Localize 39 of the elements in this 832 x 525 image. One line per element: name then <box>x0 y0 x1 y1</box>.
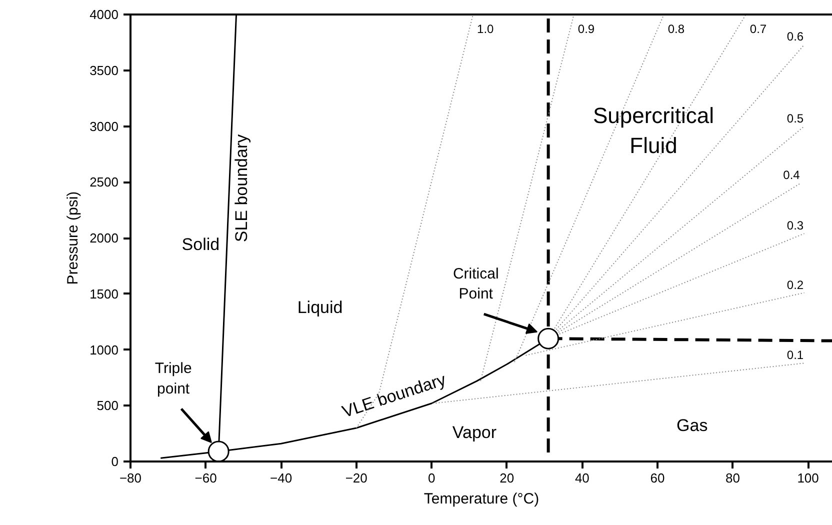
series-label: 0.5 <box>786 111 804 126</box>
series-label: 0.8 <box>668 22 685 36</box>
y-tick-label: 1500 <box>90 286 118 302</box>
series-label: 1.0 <box>477 22 494 36</box>
annotation: Liquid <box>297 298 343 317</box>
y-tick-label: 2000 <box>90 230 118 246</box>
text: SLE boundary <box>232 134 251 242</box>
x-tick-label: −40 <box>270 470 292 486</box>
annotation: Gas <box>676 416 708 436</box>
y-tick-label: 2500 <box>90 174 118 190</box>
x-tick-label: 40 <box>574 470 590 486</box>
series-label: 0.2 <box>786 278 804 292</box>
annotation: Solid <box>182 235 220 254</box>
x-tick-label: 80 <box>726 470 740 486</box>
x-tick-label: 60 <box>650 470 665 486</box>
series-label: 0.6 <box>786 30 804 44</box>
annotation: Vapor <box>452 422 497 442</box>
x-tick-label: −20 <box>345 470 368 486</box>
y-tick-label: 500 <box>96 398 119 414</box>
x-tick-label: 100 <box>797 470 819 486</box>
annotation: Triple point <box>154 360 192 398</box>
y-tick-label: 3500 <box>90 62 118 78</box>
x-tick-label: −80 <box>119 470 142 486</box>
annotation: Supercritical Fluid <box>592 103 714 158</box>
y-axis-title: Pressure (psi) <box>64 191 82 285</box>
y-tick-label: 0 <box>111 454 119 469</box>
series-label: 0.7 <box>750 22 767 36</box>
annotation: Critical Point <box>452 265 499 303</box>
y-tick-label: 4000 <box>90 7 118 22</box>
series-label: 0.4 <box>783 168 800 182</box>
series-label: 0.1 <box>786 348 804 362</box>
y-tick-label: 3000 <box>90 118 118 134</box>
x-tick-label: 20 <box>500 470 514 486</box>
y-tick-label: 1000 <box>90 342 118 358</box>
x-tick-label: −60 <box>194 470 217 486</box>
series-label: 0.9 <box>578 22 595 36</box>
x-tick-label: 0 <box>428 470 436 486</box>
series-label: 0.3 <box>786 218 804 233</box>
x-axis-title: Temperature (°C) <box>424 490 540 508</box>
